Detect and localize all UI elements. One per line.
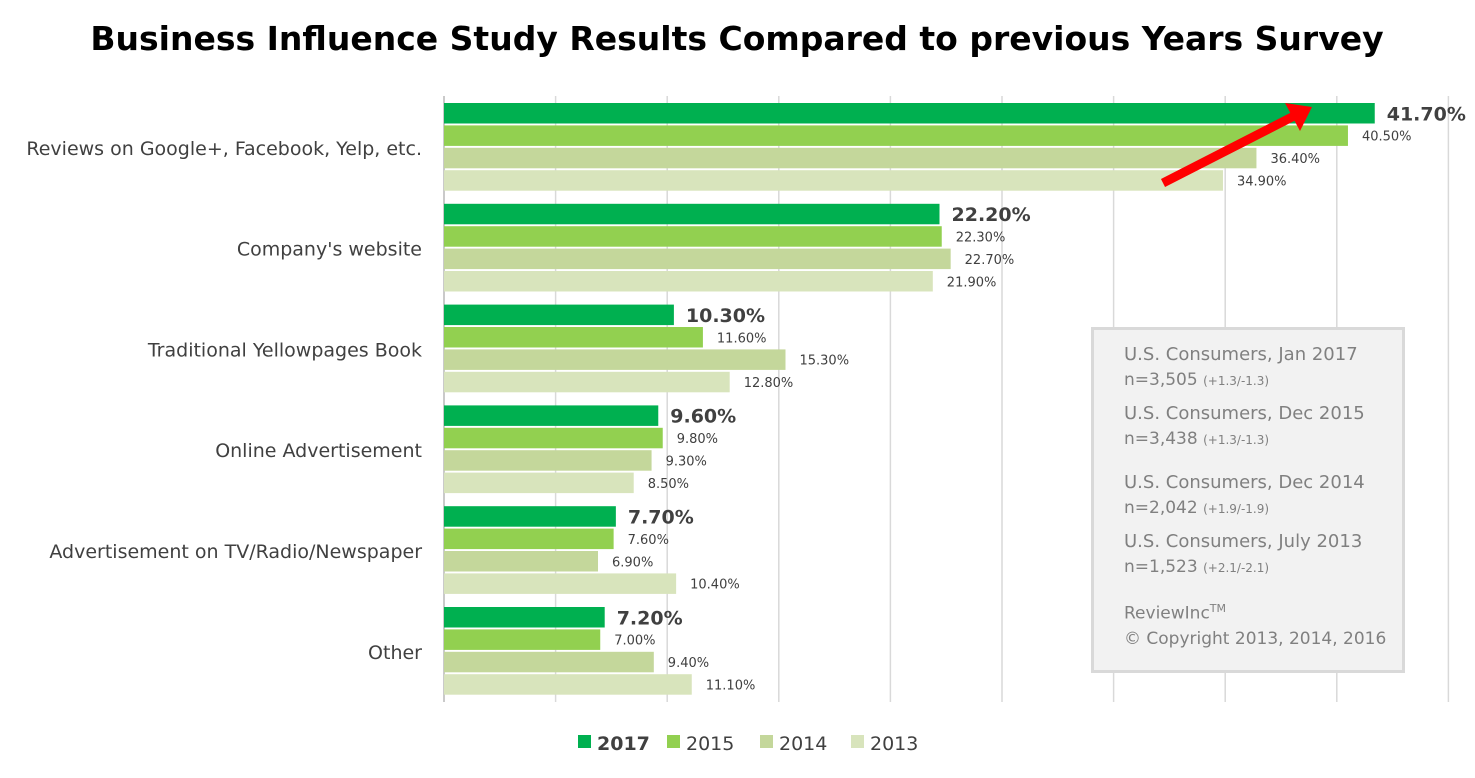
bar-2015 — [444, 327, 703, 348]
legend-label: 2013 — [870, 733, 918, 755]
data-label: 11.60% — [717, 331, 767, 346]
bar-2015 — [444, 629, 601, 650]
data-label: 40.50% — [1362, 130, 1412, 145]
data-label: 7.70% — [628, 506, 694, 528]
margin-of-error: (+1.9/-1.9) — [1203, 502, 1270, 516]
survey-sample: n=1,523 (+2.1/-2.1) — [1124, 555, 1402, 580]
category-label: Traditional Yellowpages Book — [147, 339, 422, 361]
copyright-text: © Copyright 2013, 2014, 2016 — [1124, 628, 1387, 649]
data-label: 11.10% — [706, 678, 756, 693]
survey-sample: n=3,505 (+1.3/-1.3) — [1124, 368, 1402, 393]
data-label: 9.30% — [666, 454, 707, 469]
bar-2017 — [444, 103, 1375, 124]
survey-title: U.S. Consumers, Dec 2014 — [1124, 472, 1365, 493]
bar-2013 — [444, 371, 730, 393]
bar-2015 — [444, 125, 1348, 146]
bar-2014 — [444, 450, 652, 471]
data-label: 9.40% — [668, 656, 709, 671]
bar-2017 — [444, 506, 616, 527]
bar-2013 — [444, 170, 1223, 191]
data-label: 34.90% — [1237, 174, 1287, 189]
legend-swatch — [578, 735, 591, 748]
legend-label: 2015 — [686, 733, 734, 755]
data-label: 10.30% — [686, 305, 765, 327]
bar-2014 — [444, 248, 951, 270]
value-labels: 41.70% 40.50% 36.40% 34.90% 22.20% 22.30% 22.7… — [612, 103, 1466, 693]
data-label: 41.70% — [1387, 103, 1466, 125]
bar-2013 — [444, 271, 933, 292]
sample-size: n=3,438 — [1124, 429, 1198, 449]
data-label: 8.50% — [648, 477, 689, 492]
legend-swatch — [851, 735, 864, 748]
sample-size: n=2,042 — [1124, 498, 1198, 518]
bar-2015 — [444, 427, 663, 449]
category-label: Reviews on Google+, Facebook, Yelp, etc. — [26, 138, 422, 160]
category-label: Company's website — [237, 239, 422, 261]
bar-2014 — [444, 651, 654, 673]
data-label: 9.60% — [670, 406, 736, 428]
category-label: Advertisement on TV/Radio/Newspaper — [49, 541, 422, 563]
bar-2013 — [444, 472, 634, 494]
bar-2013 — [444, 674, 692, 695]
survey-entry-2015: U.S. Consumers, Dec 2015 n=3,438 (+1.3/-… — [1124, 401, 1402, 452]
survey-info-box: U.S. Consumers, Jan 2017 n=3,505 (+1.3/-… — [1091, 327, 1405, 673]
data-label: 36.40% — [1270, 152, 1320, 167]
survey-title: U.S. Consumers, Dec 2015 — [1124, 403, 1365, 424]
category-label: Online Advertisement — [215, 440, 422, 462]
margin-of-error: (+1.3/-1.3) — [1203, 374, 1270, 388]
data-label: 21.90% — [947, 275, 997, 290]
bars — [444, 103, 1375, 695]
margin-of-error: (+1.3/-1.3) — [1203, 433, 1270, 447]
trademark: TM — [1209, 602, 1227, 615]
bar-2014 — [444, 349, 786, 370]
survey-entry-2013: U.S. Consumers, July 2013 n=1,523 (+2.1/… — [1124, 529, 1402, 580]
bar-2015 — [444, 528, 614, 550]
data-label: 10.40% — [690, 578, 740, 593]
data-label: 22.70% — [965, 253, 1015, 268]
bar-2017 — [444, 304, 674, 326]
legend-swatch — [667, 735, 680, 748]
data-label: 22.30% — [956, 230, 1006, 245]
data-label: 7.20% — [617, 607, 683, 629]
chart-title: Business Influence Study Results Compare… — [90, 19, 1383, 58]
legend-label: 2017 — [597, 733, 650, 755]
copyright-block: ReviewIncTM © Copyright 2013, 2014, 2016 — [1124, 596, 1402, 652]
legend-label: 2014 — [779, 733, 827, 755]
bar-2014 — [444, 147, 1257, 169]
data-label: 22.20% — [952, 204, 1031, 226]
margin-of-error: (+2.1/-2.1) — [1203, 561, 1270, 575]
survey-entry-2017: U.S. Consumers, Jan 2017 n=3,505 (+1.3/-… — [1124, 342, 1402, 393]
survey-title: U.S. Consumers, Jan 2017 — [1124, 344, 1358, 365]
data-label: 6.90% — [612, 555, 653, 570]
data-label: 9.80% — [677, 432, 718, 447]
survey-title: U.S. Consumers, July 2013 — [1124, 531, 1363, 552]
bar-2015 — [444, 226, 942, 247]
survey-entry-2014: U.S. Consumers, Dec 2014 n=2,042 (+1.9/-… — [1124, 470, 1402, 521]
data-label: 7.00% — [614, 634, 655, 649]
data-label: 15.30% — [799, 354, 849, 369]
gridlines — [443, 96, 1450, 702]
data-label: 7.60% — [628, 533, 669, 548]
category-label: Other — [368, 642, 422, 664]
trend-arrow-icon — [1160, 103, 1312, 188]
bar-2017 — [444, 203, 940, 225]
legend: 2017 2015 2014 2013 — [578, 733, 918, 755]
category-labels: Reviews on Google+, Facebook, Yelp, etc.… — [26, 138, 422, 664]
survey-sample: n=2,042 (+1.9/-1.9) — [1124, 496, 1402, 521]
data-label: 12.80% — [744, 376, 794, 391]
sample-size: n=1,523 — [1124, 557, 1198, 577]
sample-size: n=3,505 — [1124, 370, 1198, 390]
legend-swatch — [760, 735, 773, 748]
bar-2017 — [444, 405, 659, 426]
bar-2017 — [444, 607, 605, 628]
brand-name: ReviewIncTM — [1124, 602, 1227, 624]
bar-2013 — [444, 573, 677, 594]
survey-sample: n=3,438 (+1.3/-1.3) — [1124, 427, 1402, 452]
bar-2014 — [444, 551, 599, 572]
